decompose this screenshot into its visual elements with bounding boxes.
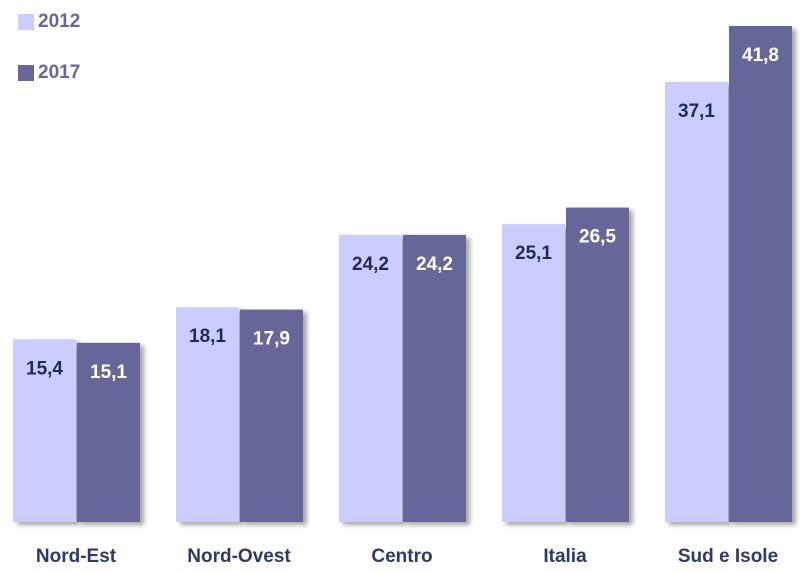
legend-label: 2017 bbox=[38, 62, 80, 83]
data-label: 17,9 bbox=[253, 329, 290, 350]
x-tick-label: Centro bbox=[371, 546, 432, 567]
bar bbox=[403, 234, 466, 522]
bar bbox=[240, 309, 303, 522]
data-label: 25,1 bbox=[515, 243, 552, 264]
x-tick-label: Nord-Est bbox=[36, 546, 117, 567]
legend-swatch bbox=[18, 14, 34, 30]
data-label: 18,1 bbox=[189, 326, 226, 347]
data-label: 37,1 bbox=[678, 101, 715, 122]
data-label: 26,5 bbox=[579, 227, 616, 248]
bar bbox=[566, 207, 629, 522]
data-label: 15,4 bbox=[26, 358, 63, 379]
legend-swatch bbox=[18, 65, 34, 81]
data-label: 24,2 bbox=[416, 254, 453, 275]
bar bbox=[77, 342, 140, 522]
bar bbox=[13, 339, 76, 522]
x-tick-label: Nord-Ovest bbox=[187, 546, 291, 567]
bar bbox=[502, 224, 565, 523]
bar bbox=[176, 307, 239, 522]
data-label: 24,2 bbox=[352, 254, 389, 275]
bar bbox=[665, 81, 728, 523]
data-label: 15,1 bbox=[90, 362, 127, 383]
x-tick-label: Italia bbox=[543, 546, 587, 567]
data-label: 41,8 bbox=[742, 45, 779, 66]
x-tick-label: Sud e Isole bbox=[678, 546, 778, 567]
legend-label: 2012 bbox=[38, 11, 80, 32]
bar bbox=[339, 234, 402, 522]
bar bbox=[729, 26, 792, 522]
